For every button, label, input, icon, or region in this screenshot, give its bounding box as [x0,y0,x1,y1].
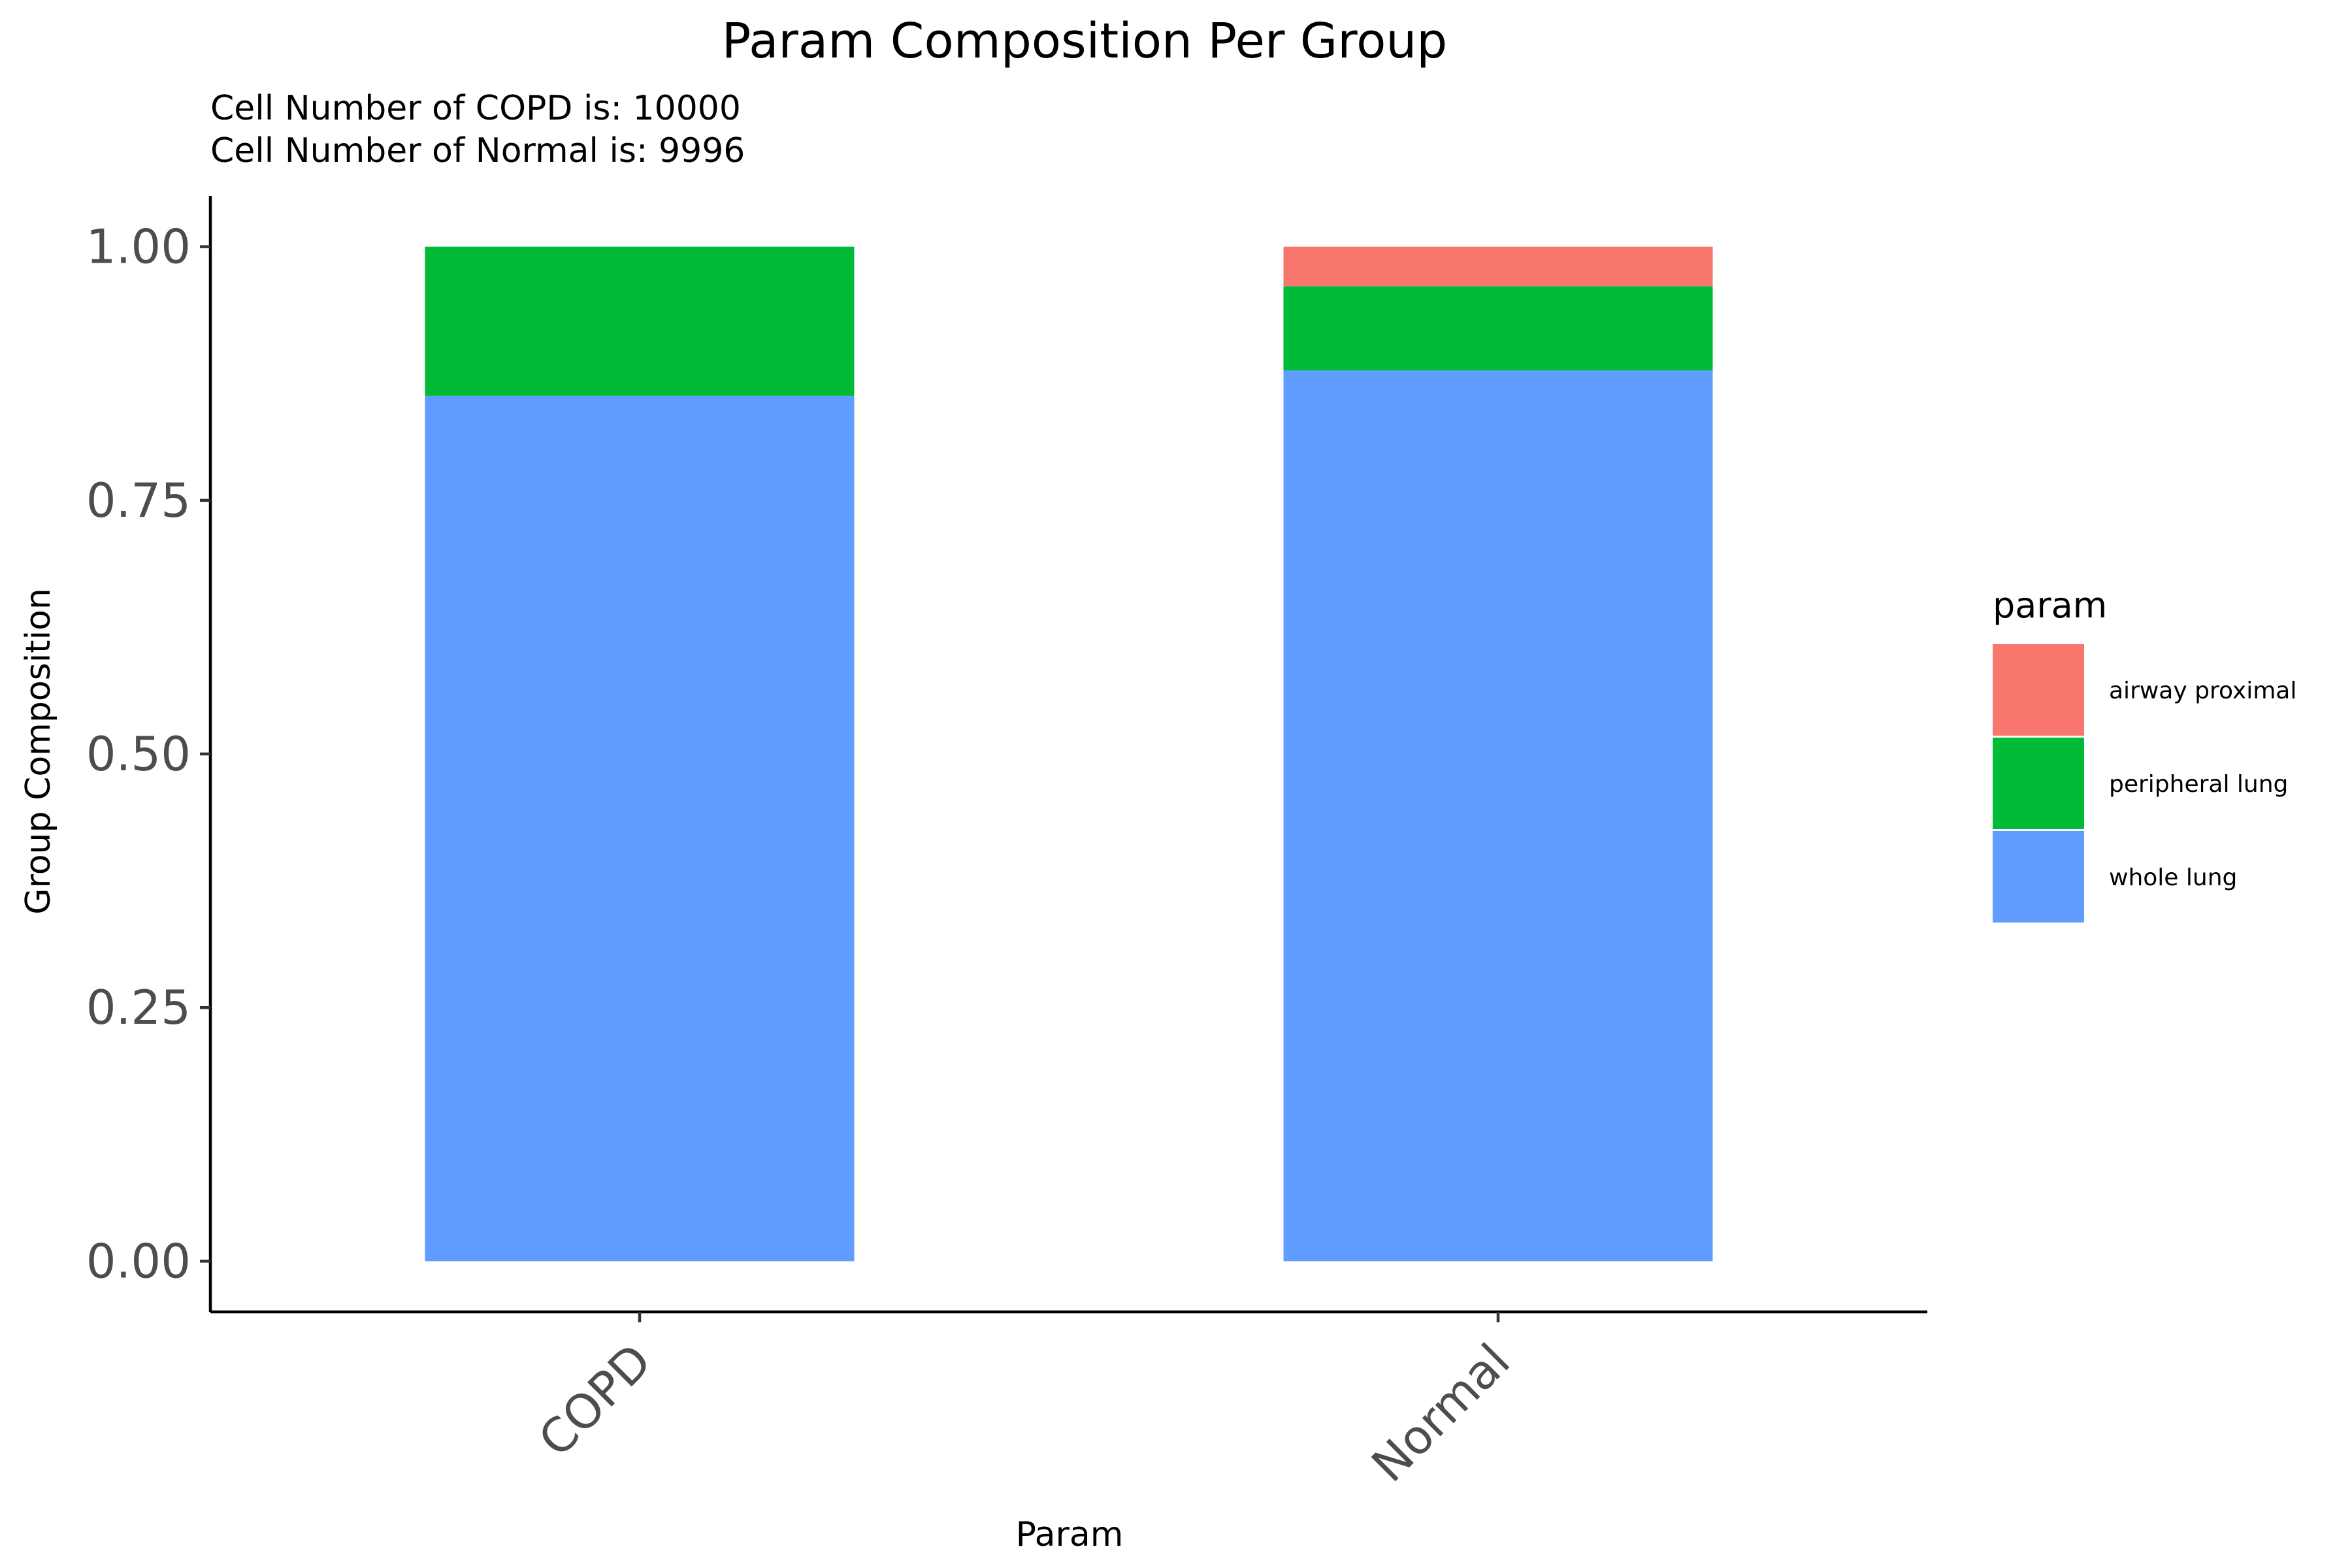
y-tick-label: 0.00 [86,1233,191,1288]
bar-normal-peripheral-lung [1283,286,1713,371]
y-axis: 0.00 0.25 0.50 0.75 1.00 [86,196,212,1312]
y-tick-label: 1.00 [86,220,191,274]
bar-copd-peripheral-lung [425,246,855,396]
bar-normal-airway-proximal [1283,246,1713,287]
x-axis-title: Param [1016,1515,1124,1554]
y-tick-label: 0.50 [86,727,191,781]
y-tick-label: 0.75 [86,473,191,528]
y-tick-label: 0.25 [86,980,191,1035]
chart-title: Param Composition Per Group [722,13,1447,69]
x-tick-label-copd: COPD [528,1333,662,1467]
legend-swatch-whole-lung [1993,831,2084,923]
chart-subtitle-line-2: Cell Number of Normal is: 9996 [210,131,745,171]
legend-swatch-peripheral-lung [1993,738,2084,829]
x-tick-label-normal: Normal [1361,1333,1520,1493]
legend-swatch-airway-proximal [1993,644,2084,736]
chart-subtitle-line-1: Cell Number of COPD is: 10000 [210,89,741,128]
legend-label-airway-proximal: airway proximal [2109,678,2296,704]
bars-layer [425,246,1713,1262]
bar-copd-whole-lung [425,395,855,1262]
y-axis-title: Group Composition [19,588,58,915]
x-axis: COPD Normal [210,1310,1927,1493]
legend-label-whole-lung: whole lung [2109,864,2237,891]
legend-label-peripheral-lung: peripheral lung [2109,771,2288,798]
bar-normal-whole-lung [1283,370,1713,1262]
legend: param airway proximal peripheral lung whol… [1993,585,2296,923]
legend-title: param [1993,585,2107,626]
